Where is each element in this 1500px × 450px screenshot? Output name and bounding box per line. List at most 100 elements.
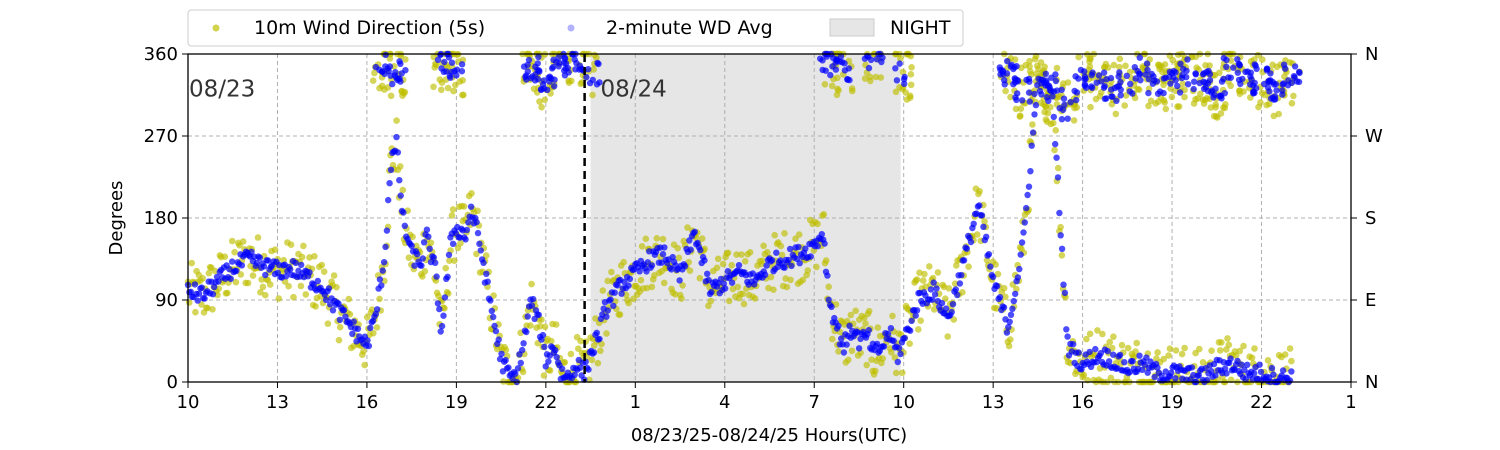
data-point	[593, 329, 600, 336]
data-point	[764, 248, 771, 256]
data-point	[1181, 344, 1188, 352]
data-point	[1154, 349, 1161, 356]
data-point	[684, 224, 691, 231]
data-point	[389, 80, 396, 88]
data-point	[1104, 348, 1111, 355]
data-point	[419, 273, 426, 280]
data-point	[1166, 345, 1174, 353]
data-point	[795, 243, 802, 251]
data-point	[1162, 368, 1169, 375]
data-point	[908, 317, 915, 325]
data-point	[191, 281, 199, 288]
data-point	[620, 258, 627, 266]
data-point	[221, 253, 229, 260]
data-point	[1206, 77, 1214, 84]
data-point	[1244, 361, 1251, 368]
data-point	[989, 273, 997, 281]
x-tick-label: 10	[892, 392, 915, 413]
data-point	[1160, 89, 1167, 97]
data-point	[1110, 61, 1118, 69]
data-point	[938, 299, 946, 307]
data-point	[1061, 101, 1068, 109]
data-point	[1172, 375, 1179, 382]
data-point	[527, 322, 534, 329]
data-point	[539, 81, 547, 88]
data-point	[1026, 98, 1034, 105]
data-point	[458, 61, 466, 68]
data-point	[1288, 357, 1295, 365]
data-point	[596, 335, 603, 343]
plot-area: 08/23 08/24	[184, 50, 1352, 386]
data-point	[1286, 345, 1294, 352]
data-point	[1063, 326, 1070, 333]
data-point	[391, 72, 399, 79]
data-point	[360, 347, 367, 355]
data-point	[1013, 62, 1020, 70]
data-point	[209, 306, 216, 313]
data-point	[1101, 63, 1108, 71]
x-tick-label: 16	[355, 392, 378, 413]
data-point	[889, 312, 896, 320]
data-point	[1105, 358, 1113, 365]
data-point	[325, 285, 333, 292]
data-point	[1236, 347, 1244, 355]
data-point	[1234, 357, 1241, 365]
data-point	[536, 98, 543, 105]
data-point	[257, 289, 264, 296]
y-right-tick-label: S	[1365, 208, 1376, 229]
data-point	[1167, 85, 1174, 92]
data-point	[459, 77, 467, 84]
data-point	[546, 78, 553, 85]
data-point	[880, 343, 888, 350]
data-point	[1241, 366, 1248, 373]
data-point	[835, 348, 842, 355]
data-point	[1235, 60, 1243, 67]
data-point	[616, 311, 624, 318]
data-point	[342, 313, 349, 320]
data-point	[405, 254, 413, 261]
data-point	[894, 358, 901, 366]
data-point	[1225, 74, 1232, 81]
data-point	[593, 81, 601, 88]
legend-label-night: NIGHT	[890, 17, 951, 39]
data-point	[788, 262, 795, 270]
data-point	[1286, 59, 1294, 66]
data-point	[1170, 74, 1177, 81]
y-right-tick-label: E	[1365, 290, 1376, 311]
data-point	[1052, 71, 1059, 78]
data-point	[1208, 87, 1216, 95]
data-point	[589, 91, 596, 99]
x-tick-label: 10	[177, 392, 200, 413]
data-point	[951, 280, 959, 288]
data-point	[535, 76, 542, 83]
data-point	[1217, 110, 1225, 117]
data-point	[260, 263, 268, 270]
data-point	[1058, 252, 1066, 259]
data-point	[453, 72, 460, 79]
data-point	[1247, 73, 1254, 80]
data-point	[913, 276, 921, 283]
data-point	[350, 318, 357, 325]
data-point	[1053, 64, 1061, 72]
data-point	[827, 71, 834, 79]
data-point	[893, 77, 901, 84]
data-point	[329, 307, 337, 314]
data-point	[460, 91, 467, 99]
data-point	[285, 282, 292, 290]
data-point	[917, 317, 924, 325]
data-point	[934, 269, 942, 276]
data-point	[468, 190, 475, 197]
data-point	[452, 81, 459, 89]
data-point	[306, 269, 313, 276]
data-point	[1075, 75, 1082, 82]
data-point	[1195, 372, 1203, 379]
x-tick-label: 22	[1250, 392, 1273, 413]
data-point	[1258, 89, 1266, 97]
data-point	[621, 278, 628, 286]
data-point	[837, 53, 845, 60]
data-point	[224, 289, 231, 297]
data-point	[1012, 105, 1020, 113]
data-point	[1017, 251, 1024, 258]
data-point	[728, 279, 736, 286]
data-point	[1251, 345, 1258, 352]
